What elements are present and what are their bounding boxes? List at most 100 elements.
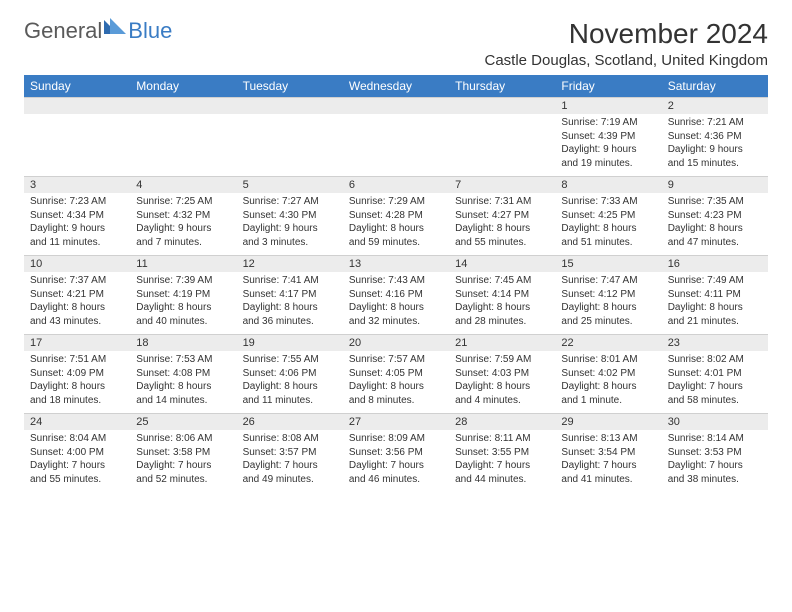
sunset-text: Sunset: 4:19 PM [136, 288, 230, 302]
daylight-text: Daylight: 8 hours [561, 222, 655, 236]
sunrise-text: Sunrise: 7:23 AM [30, 195, 124, 209]
day-cell: Sunrise: 7:51 AMSunset: 4:09 PMDaylight:… [24, 351, 130, 414]
day-cell: Sunrise: 8:13 AMSunset: 3:54 PMDaylight:… [555, 430, 661, 492]
day-cell: Sunrise: 7:59 AMSunset: 4:03 PMDaylight:… [449, 351, 555, 414]
sunrise-text: Sunrise: 8:04 AM [30, 432, 124, 446]
sunrise-text: Sunrise: 7:33 AM [561, 195, 655, 209]
calendar-table: Sunday Monday Tuesday Wednesday Thursday… [24, 75, 768, 492]
dayname-saturday: Saturday [662, 75, 768, 98]
logo-text-blue: Blue [128, 18, 172, 44]
daylight-text: and 49 minutes. [243, 473, 337, 487]
sunrise-text: Sunrise: 7:21 AM [668, 116, 762, 130]
day-number: 3 [24, 177, 130, 194]
day-number: 21 [449, 335, 555, 352]
logo-triangle-icon [104, 16, 126, 34]
sunset-text: Sunset: 4:21 PM [30, 288, 124, 302]
day-cell: Sunrise: 7:21 AMSunset: 4:36 PMDaylight:… [662, 114, 768, 177]
day-cell: Sunrise: 7:31 AMSunset: 4:27 PMDaylight:… [449, 193, 555, 256]
daylight-text: Daylight: 8 hours [30, 301, 124, 315]
sunrise-text: Sunrise: 8:06 AM [136, 432, 230, 446]
daylight-text: Daylight: 9 hours [668, 143, 762, 157]
day-number: 4 [130, 177, 236, 194]
calendar-body: 12Sunrise: 7:19 AMSunset: 4:39 PMDayligh… [24, 98, 768, 493]
day-number: 25 [130, 414, 236, 431]
sunrise-text: Sunrise: 7:41 AM [243, 274, 337, 288]
title-block: November 2024 Castle Douglas, Scotland, … [485, 18, 769, 69]
day-cell: Sunrise: 7:33 AMSunset: 4:25 PMDaylight:… [555, 193, 661, 256]
sunset-text: Sunset: 3:58 PM [136, 446, 230, 460]
sunrise-text: Sunrise: 7:29 AM [349, 195, 443, 209]
day-number [449, 98, 555, 115]
daynum-row: 3456789 [24, 177, 768, 194]
sunrise-text: Sunrise: 7:19 AM [561, 116, 655, 130]
day-number [343, 98, 449, 115]
daylight-text: Daylight: 7 hours [30, 459, 124, 473]
day-cell: Sunrise: 7:47 AMSunset: 4:12 PMDaylight:… [555, 272, 661, 335]
dayname-thursday: Thursday [449, 75, 555, 98]
sunrise-text: Sunrise: 8:13 AM [561, 432, 655, 446]
day-number [237, 98, 343, 115]
location: Castle Douglas, Scotland, United Kingdom [485, 52, 769, 69]
day-number [24, 98, 130, 115]
day-number: 1 [555, 98, 661, 115]
month-title: November 2024 [485, 18, 769, 50]
daylight-text: and 58 minutes. [668, 394, 762, 408]
day-number: 16 [662, 256, 768, 273]
sunrise-text: Sunrise: 8:08 AM [243, 432, 337, 446]
daylight-text: and 18 minutes. [30, 394, 124, 408]
sunrise-text: Sunrise: 7:31 AM [455, 195, 549, 209]
sunset-text: Sunset: 3:57 PM [243, 446, 337, 460]
sunrise-text: Sunrise: 8:02 AM [668, 353, 762, 367]
daylight-text: and 43 minutes. [30, 315, 124, 329]
daylight-text: Daylight: 8 hours [349, 222, 443, 236]
sunset-text: Sunset: 4:25 PM [561, 209, 655, 223]
day-cell: Sunrise: 8:04 AMSunset: 4:00 PMDaylight:… [24, 430, 130, 492]
sunset-text: Sunset: 4:27 PM [455, 209, 549, 223]
sunset-text: Sunset: 4:32 PM [136, 209, 230, 223]
sunrise-text: Sunrise: 8:14 AM [668, 432, 762, 446]
day-cell: Sunrise: 7:57 AMSunset: 4:05 PMDaylight:… [343, 351, 449, 414]
daylight-text: Daylight: 7 hours [455, 459, 549, 473]
daylight-text: Daylight: 8 hours [561, 380, 655, 394]
daylight-text: Daylight: 9 hours [561, 143, 655, 157]
sunrise-text: Sunrise: 7:25 AM [136, 195, 230, 209]
logo: General Blue [24, 18, 172, 44]
sunrise-text: Sunrise: 7:51 AM [30, 353, 124, 367]
sunset-text: Sunset: 4:03 PM [455, 367, 549, 381]
daylight-text: Daylight: 7 hours [561, 459, 655, 473]
day-number: 29 [555, 414, 661, 431]
sunset-text: Sunset: 3:55 PM [455, 446, 549, 460]
daynum-row: 12 [24, 98, 768, 115]
sunrise-text: Sunrise: 7:53 AM [136, 353, 230, 367]
day-cell: Sunrise: 8:06 AMSunset: 3:58 PMDaylight:… [130, 430, 236, 492]
dayname-header-row: Sunday Monday Tuesday Wednesday Thursday… [24, 75, 768, 98]
sunrise-text: Sunrise: 7:57 AM [349, 353, 443, 367]
daylight-text: and 55 minutes. [455, 236, 549, 250]
day-cell: Sunrise: 8:02 AMSunset: 4:01 PMDaylight:… [662, 351, 768, 414]
daylight-text: and 28 minutes. [455, 315, 549, 329]
day-number: 27 [343, 414, 449, 431]
sunset-text: Sunset: 3:53 PM [668, 446, 762, 460]
day-cell [24, 114, 130, 177]
day-cell: Sunrise: 7:19 AMSunset: 4:39 PMDaylight:… [555, 114, 661, 177]
sunrise-text: Sunrise: 7:35 AM [668, 195, 762, 209]
day-number: 23 [662, 335, 768, 352]
sunset-text: Sunset: 4:16 PM [349, 288, 443, 302]
dayname-monday: Monday [130, 75, 236, 98]
daylight-text: and 7 minutes. [136, 236, 230, 250]
daynum-row: 24252627282930 [24, 414, 768, 431]
sunset-text: Sunset: 4:08 PM [136, 367, 230, 381]
day-number: 12 [237, 256, 343, 273]
daylight-text: and 8 minutes. [349, 394, 443, 408]
day-number: 17 [24, 335, 130, 352]
daylight-text: and 41 minutes. [561, 473, 655, 487]
day-cell: Sunrise: 7:55 AMSunset: 4:06 PMDaylight:… [237, 351, 343, 414]
daylight-text: Daylight: 7 hours [243, 459, 337, 473]
daylight-text: Daylight: 9 hours [136, 222, 230, 236]
sunrise-text: Sunrise: 8:01 AM [561, 353, 655, 367]
day-number: 5 [237, 177, 343, 194]
day-cell: Sunrise: 7:29 AMSunset: 4:28 PMDaylight:… [343, 193, 449, 256]
day-cell: Sunrise: 8:14 AMSunset: 3:53 PMDaylight:… [662, 430, 768, 492]
day-cell: Sunrise: 7:45 AMSunset: 4:14 PMDaylight:… [449, 272, 555, 335]
day-cell: Sunrise: 7:49 AMSunset: 4:11 PMDaylight:… [662, 272, 768, 335]
